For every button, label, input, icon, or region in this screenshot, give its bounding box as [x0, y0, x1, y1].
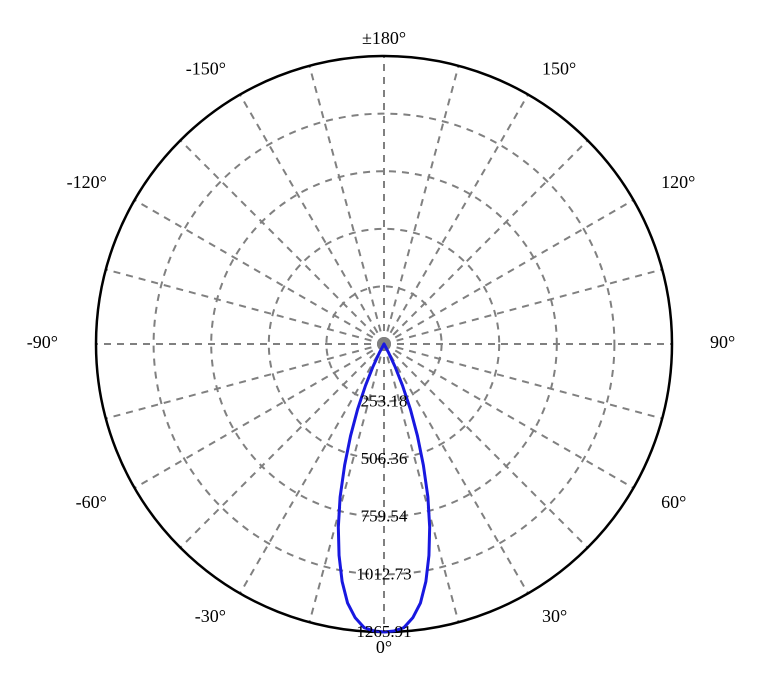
angle-tick-label: -30°	[195, 606, 226, 626]
angle-tick-label: 90°	[710, 332, 735, 352]
angle-tick-label: -150°	[186, 58, 226, 78]
radial-tick-label: 759.54	[361, 507, 408, 526]
angle-tick-label: 150°	[542, 58, 576, 78]
angle-tick-label: -90°	[27, 332, 58, 352]
angle-tick-label: 120°	[661, 172, 695, 192]
angle-tick-label: ±180°	[362, 28, 406, 48]
radial-tick-label: 1012.73	[356, 564, 411, 583]
polar-chart: 253.18506.36759.541012.731265.910°30°60°…	[0, 0, 769, 693]
angle-tick-label: -60°	[76, 492, 107, 512]
angle-tick-label: -120°	[67, 172, 107, 192]
angle-tick-label: 60°	[661, 492, 686, 512]
radial-tick-label: 506.36	[361, 449, 408, 468]
angle-tick-label: 30°	[542, 606, 567, 626]
radial-tick-label: 253.18	[361, 392, 408, 411]
angle-tick-label: 0°	[376, 637, 392, 657]
